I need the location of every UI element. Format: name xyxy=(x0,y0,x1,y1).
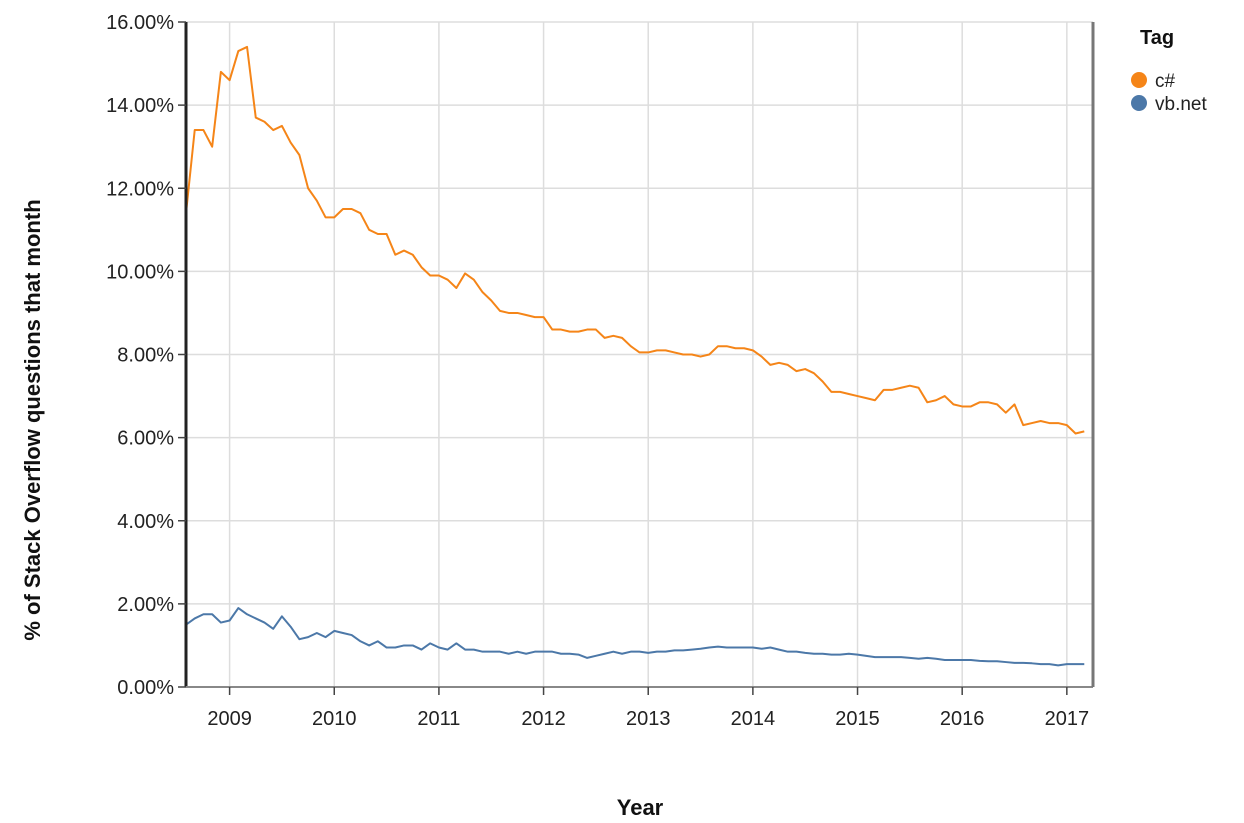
x-axis-title: Year xyxy=(617,795,664,820)
series-lines xyxy=(185,45,1085,667)
legend: Tag c#vb.net xyxy=(1131,27,1207,115)
x-tick-label: 2009 xyxy=(207,708,252,730)
x-axis-ticks: 2009 2010 2011 2012 2013 2014 2015 2016 2017 xyxy=(207,687,1089,730)
y-tick-label: 10.00% xyxy=(106,261,174,283)
legend-title: Tag xyxy=(1140,27,1174,49)
y-tick-label: 16.00% xyxy=(106,12,174,34)
y-tick-label: 8.00% xyxy=(117,345,174,367)
legend-items: c#vb.net xyxy=(1131,71,1207,115)
y-tick-label: 2.00% xyxy=(117,594,174,616)
x-tick-label: 2016 xyxy=(940,708,985,730)
x-tick-label: 2014 xyxy=(731,708,776,730)
series-line-c- xyxy=(185,45,1085,435)
legend-swatch-c- xyxy=(1131,72,1147,88)
y-axis-title: % of Stack Overflow questions that month xyxy=(20,199,45,640)
y-tick-label: 0.00% xyxy=(117,677,174,699)
series-line-vb-net xyxy=(185,607,1085,667)
x-tick-label: 2012 xyxy=(521,708,566,730)
y-tick-label: 12.00% xyxy=(106,178,174,200)
x-tick-label: 2011 xyxy=(417,708,460,730)
x-tick-label: 2013 xyxy=(626,708,671,730)
legend-label: c# xyxy=(1155,71,1176,92)
x-tick-label: 2010 xyxy=(312,708,357,730)
x-tick-label: 2017 xyxy=(1045,708,1090,730)
x-tick-label: 2015 xyxy=(835,708,880,730)
y-tick-label: 4.00% xyxy=(117,511,174,533)
legend-swatch-vb-net xyxy=(1131,95,1147,111)
y-tick-label: 14.00% xyxy=(106,95,174,117)
y-grid xyxy=(186,21,1093,605)
y-tick-label: 6.00% xyxy=(117,428,174,450)
legend-label: vb.net xyxy=(1155,94,1207,115)
y-axis-ticks: 0.00% 2.00% 4.00% 6.00% 8.00% 10.00% 12.00% 14.… xyxy=(106,12,186,699)
